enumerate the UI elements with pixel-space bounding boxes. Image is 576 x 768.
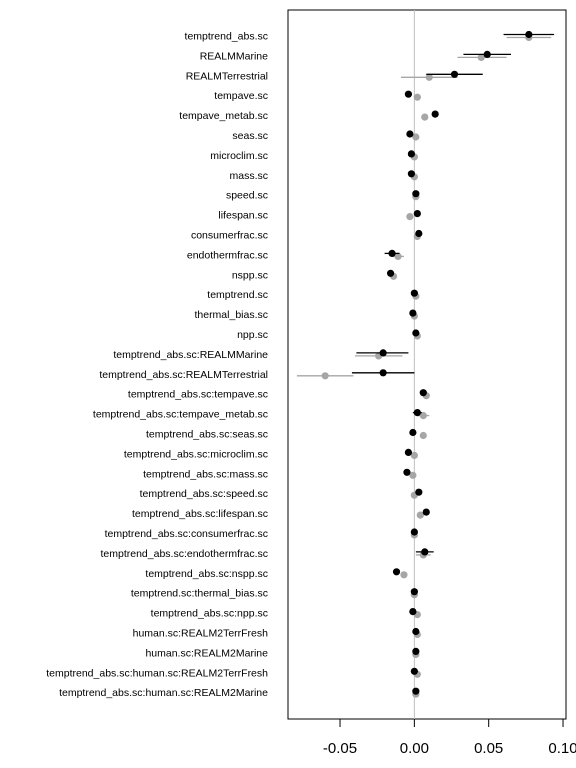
black-point	[392, 568, 401, 576]
category-label: temptrend_abs.sc:mass.sc	[143, 468, 268, 480]
gray-point	[406, 213, 414, 221]
category-label: temptrend_abs.sc:lifespan.sc	[132, 508, 268, 520]
category-label: seas.sc	[232, 130, 268, 142]
black-point	[412, 329, 420, 337]
category-label: npp.sc	[237, 329, 268, 341]
black-point	[410, 289, 418, 297]
category-label: mass.sc	[229, 170, 268, 182]
black-point	[410, 588, 418, 596]
gray-point	[412, 133, 420, 141]
x-tick-label: 0.00	[400, 740, 429, 757]
gray-point	[419, 431, 427, 440]
black-point	[404, 90, 413, 98]
black-point	[409, 608, 417, 616]
black-point	[407, 150, 415, 158]
category-label: speed.sc	[226, 190, 268, 202]
category-label: consumerfrac.sc	[191, 230, 268, 242]
category-label: temptrend_abs.sc:consumerfrac.sc	[105, 528, 268, 540]
category-label: temptrend_abs.sc	[185, 31, 268, 43]
gray-point	[425, 73, 433, 81]
category-label: temptrend.sc:thermal_bias.sc	[131, 588, 268, 600]
x-axis: -0.05 0.00 0.05 0.10	[323, 719, 576, 757]
category-label: nspp.sc	[232, 269, 268, 281]
gray-point	[419, 412, 427, 420]
category-label: tempave.sc	[214, 90, 268, 102]
category-label: lifespan.sc	[218, 210, 268, 222]
series-gray	[296, 33, 552, 698]
category-label: tempave_metab.sc	[179, 110, 268, 122]
category-label: temptrend_abs.sc:speed.sc	[140, 488, 268, 500]
gray-point	[416, 511, 424, 519]
category-label: temptrend_abs.sc:endothermfrac.sc	[101, 548, 269, 560]
black-point	[410, 667, 418, 675]
category-labels: temptrend_abs.sc REALMMarine REALMTerrestr…	[46, 31, 268, 700]
gray-point	[410, 451, 418, 459]
category-label: temptrend_abs.sc:nspp.sc	[145, 568, 268, 580]
black-point	[525, 30, 533, 39]
black-point	[406, 130, 414, 138]
black-point	[412, 190, 420, 198]
black-point	[386, 269, 395, 277]
series-black	[351, 30, 555, 695]
black-point	[412, 627, 420, 636]
black-point	[388, 249, 396, 257]
black-point	[415, 488, 423, 496]
category-label: REALMTerrestrial	[186, 70, 268, 82]
black-point	[409, 309, 417, 317]
category-label: temptrend_abs.sc:tempave.sc	[128, 389, 268, 401]
category-label: temptrend_abs.sc:npp.sc	[151, 608, 268, 620]
plot-frame-box	[287, 9, 567, 720]
black-point	[413, 409, 421, 417]
category-label: temptrend_abs.sc:REALMTerrestrial	[99, 369, 268, 381]
category-label: REALMMarine	[200, 50, 268, 62]
x-tick-label: 0.10	[548, 740, 576, 757]
x-tick-label: 0.05	[474, 740, 503, 757]
gray-point	[413, 93, 421, 101]
gray-point	[477, 53, 485, 62]
category-label: temptrend_abs.sc:REALMMarine	[113, 349, 268, 361]
black-point	[403, 468, 411, 476]
black-point	[419, 389, 427, 397]
black-point	[379, 369, 387, 377]
gray-point	[394, 252, 402, 260]
category-label: temptrend_abs.sc:tempave_metab.sc	[93, 409, 268, 421]
category-label: thermal_bias.sc	[194, 309, 268, 321]
black-point	[483, 50, 491, 59]
black-point	[422, 508, 430, 516]
category-label: temptrend_abs.sc:microclim.sc	[124, 448, 268, 460]
black-point	[379, 349, 387, 357]
gray-point	[421, 113, 429, 121]
black-point	[412, 687, 420, 695]
black-point	[412, 647, 420, 656]
gray-point	[321, 372, 329, 380]
black-point	[421, 548, 429, 556]
black-point	[415, 229, 423, 238]
category-label: human.sc:REALM2TerrFresh	[133, 628, 269, 640]
category-label: temptrend.sc	[207, 289, 268, 301]
black-point	[409, 428, 417, 437]
category-label: temptrend_abs.sc:seas.sc	[146, 429, 268, 441]
category-label: endothermfrac.sc	[187, 249, 268, 261]
black-point	[431, 110, 439, 118]
category-label: temptrend_abs.sc:human.sc:REALM2TerrFres…	[46, 667, 268, 679]
category-label: microclim.sc	[210, 150, 268, 162]
black-point	[407, 170, 415, 178]
gray-point	[400, 571, 408, 579]
black-point	[410, 528, 418, 536]
category-label: human.sc:REALM2Marine	[145, 647, 268, 659]
plot-frame	[287, 9, 567, 720]
black-point	[413, 210, 421, 218]
black-point	[450, 70, 459, 78]
category-label: temptrend_abs.sc:human.sc:REALM2Marine	[59, 687, 268, 699]
gray-point	[409, 471, 417, 479]
x-tick-label: -0.05	[323, 740, 357, 757]
black-point	[404, 448, 413, 456]
